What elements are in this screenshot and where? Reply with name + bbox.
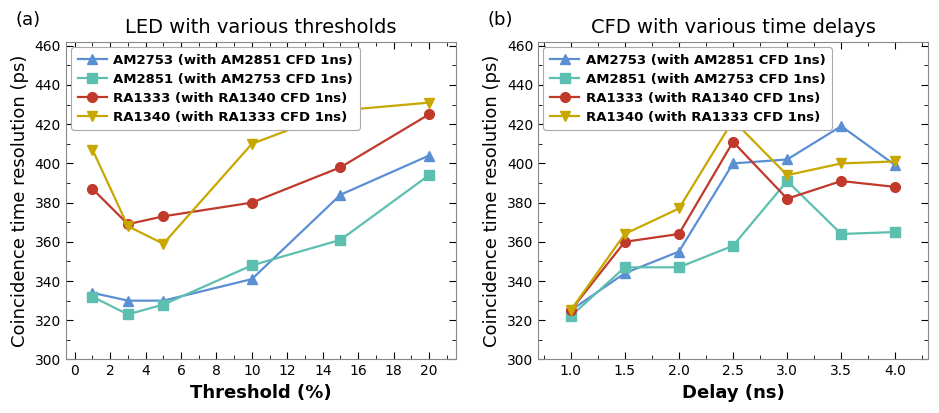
RA1340 (with RA1333 CFD 1ns) (246, 141, 257, 146)
Line: AM2753 (with AM2851 CFD 1ns): AM2753 (with AM2851 CFD 1ns) (87, 151, 434, 306)
AM2753 (with AM2851 CFD 1ns) (673, 249, 685, 254)
RA1340 (with RA1333 CFD 1ns) (890, 159, 901, 164)
RA1333 (with RA1340 CFD 1ns) (836, 178, 847, 183)
AM2851 (with AM2753 CFD 1ns) (890, 230, 901, 235)
AM2851 (with AM2753 CFD 1ns) (335, 237, 346, 242)
Line: AM2851 (with AM2753 CFD 1ns): AM2851 (with AM2753 CFD 1ns) (566, 176, 901, 321)
AM2753 (with AM2851 CFD 1ns) (246, 277, 257, 282)
Line: RA1333 (with RA1340 CFD 1ns): RA1333 (with RA1340 CFD 1ns) (87, 109, 434, 229)
AM2851 (with AM2753 CFD 1ns) (781, 178, 793, 183)
RA1333 (with RA1340 CFD 1ns) (246, 200, 257, 205)
AM2851 (with AM2753 CFD 1ns) (158, 302, 169, 307)
AM2851 (with AM2753 CFD 1ns) (86, 294, 98, 299)
Line: AM2753 (with AM2851 CFD 1ns): AM2753 (with AM2851 CFD 1ns) (566, 121, 901, 315)
AM2851 (with AM2753 CFD 1ns) (122, 312, 133, 317)
RA1340 (with RA1333 CFD 1ns) (335, 108, 346, 113)
RA1340 (with RA1333 CFD 1ns) (728, 118, 739, 123)
RA1340 (with RA1333 CFD 1ns) (673, 206, 685, 211)
Y-axis label: Coincidence time resolution (ps): Coincidence time resolution (ps) (484, 55, 501, 347)
AM2753 (with AM2851 CFD 1ns) (565, 308, 577, 313)
Line: RA1340 (with RA1333 CFD 1ns): RA1340 (with RA1333 CFD 1ns) (566, 115, 901, 315)
Legend: AM2753 (with AM2851 CFD 1ns), AM2851 (with AM2753 CFD 1ns), RA1333 (with RA1340 : AM2753 (with AM2851 CFD 1ns), AM2851 (wi… (71, 47, 360, 130)
AM2851 (with AM2753 CFD 1ns) (423, 173, 435, 178)
AM2851 (with AM2753 CFD 1ns) (619, 265, 630, 270)
RA1333 (with RA1340 CFD 1ns) (619, 240, 630, 244)
RA1340 (with RA1333 CFD 1ns) (86, 147, 98, 152)
RA1340 (with RA1333 CFD 1ns) (122, 224, 133, 229)
Line: RA1340 (with RA1333 CFD 1ns): RA1340 (with RA1333 CFD 1ns) (87, 98, 434, 249)
AM2753 (with AM2851 CFD 1ns) (619, 271, 630, 275)
RA1340 (with RA1333 CFD 1ns) (619, 232, 630, 237)
RA1333 (with RA1340 CFD 1ns) (122, 222, 133, 227)
AM2753 (with AM2851 CFD 1ns) (423, 153, 435, 158)
Line: RA1333 (with RA1340 CFD 1ns): RA1333 (with RA1340 CFD 1ns) (566, 137, 901, 315)
X-axis label: Threshold (%): Threshold (%) (190, 384, 331, 402)
AM2851 (with AM2753 CFD 1ns) (836, 232, 847, 237)
AM2753 (with AM2851 CFD 1ns) (122, 298, 133, 303)
RA1333 (with RA1340 CFD 1ns) (673, 232, 685, 237)
Text: (a): (a) (15, 11, 40, 29)
Title: CFD with various time delays: CFD with various time delays (591, 19, 875, 38)
Legend: AM2753 (with AM2851 CFD 1ns), AM2851 (with AM2753 CFD 1ns), RA1333 (with RA1340 : AM2753 (with AM2851 CFD 1ns), AM2851 (wi… (544, 47, 832, 130)
AM2753 (with AM2851 CFD 1ns) (158, 298, 169, 303)
AM2851 (with AM2753 CFD 1ns) (728, 243, 739, 248)
RA1340 (with RA1333 CFD 1ns) (423, 100, 435, 105)
RA1333 (with RA1340 CFD 1ns) (565, 308, 577, 313)
Title: LED with various thresholds: LED with various thresholds (125, 19, 396, 38)
AM2851 (with AM2753 CFD 1ns) (246, 263, 257, 268)
AM2753 (with AM2851 CFD 1ns) (728, 161, 739, 166)
RA1333 (with RA1340 CFD 1ns) (728, 139, 739, 144)
Text: (b): (b) (487, 11, 513, 29)
RA1333 (with RA1340 CFD 1ns) (890, 185, 901, 190)
AM2753 (with AM2851 CFD 1ns) (86, 290, 98, 295)
AM2851 (with AM2753 CFD 1ns) (673, 265, 685, 270)
RA1333 (with RA1340 CFD 1ns) (781, 196, 793, 201)
Line: AM2851 (with AM2753 CFD 1ns): AM2851 (with AM2753 CFD 1ns) (87, 170, 434, 319)
AM2753 (with AM2851 CFD 1ns) (335, 192, 346, 197)
RA1333 (with RA1340 CFD 1ns) (158, 214, 169, 219)
RA1340 (with RA1333 CFD 1ns) (565, 308, 577, 313)
AM2753 (with AM2851 CFD 1ns) (836, 123, 847, 128)
AM2753 (with AM2851 CFD 1ns) (890, 163, 901, 168)
RA1333 (with RA1340 CFD 1ns) (423, 112, 435, 117)
Y-axis label: Coincidence time resolution (ps): Coincidence time resolution (ps) (11, 55, 29, 347)
RA1333 (with RA1340 CFD 1ns) (86, 186, 98, 191)
RA1340 (with RA1333 CFD 1ns) (781, 173, 793, 178)
RA1340 (with RA1333 CFD 1ns) (836, 161, 847, 166)
AM2753 (with AM2851 CFD 1ns) (781, 157, 793, 162)
RA1333 (with RA1340 CFD 1ns) (335, 165, 346, 170)
AM2851 (with AM2753 CFD 1ns) (565, 314, 577, 319)
X-axis label: Delay (ns): Delay (ns) (682, 384, 784, 402)
RA1340 (with RA1333 CFD 1ns) (158, 241, 169, 246)
